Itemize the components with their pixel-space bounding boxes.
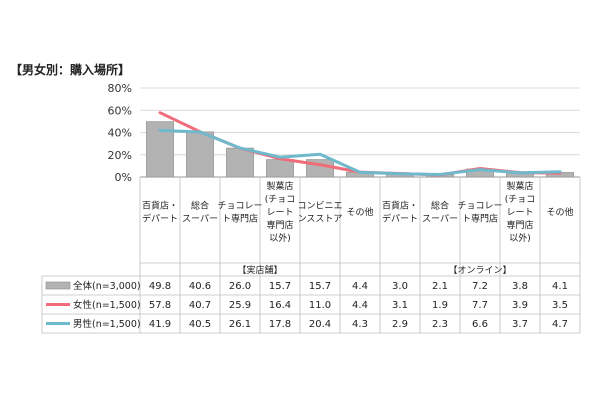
category-label: 総合 <box>431 200 449 212</box>
data-value: 7.2 <box>472 281 488 292</box>
category-label: その他 <box>346 206 373 218</box>
category-label: 製菓店 <box>506 180 533 192</box>
data-value: 26.0 <box>229 281 251 292</box>
data-value: 3.9 <box>512 300 528 311</box>
legend-swatch <box>45 281 71 290</box>
data-value: 40.6 <box>189 281 211 292</box>
legend-label: 全体(n=3,000) <box>73 280 141 292</box>
data-value: 4.1 <box>552 281 568 292</box>
y-tick-label: 40% <box>108 127 132 140</box>
category-label: (チョコ <box>265 194 296 205</box>
data-table: 百貨店・デパート総合スーパーチョコレート専門店製菓店(チョコレート専門店以外)コ… <box>41 177 581 334</box>
bar-layer <box>146 121 574 178</box>
data-value: 26.1 <box>229 319 251 330</box>
y-tick-label: 80% <box>108 82 132 95</box>
data-value: 25.9 <box>229 300 251 311</box>
category-label: 総合 <box>191 200 209 212</box>
data-value: 3.8 <box>512 281 528 292</box>
line-layer <box>158 111 562 177</box>
bar <box>226 147 254 178</box>
data-value: 15.7 <box>309 281 331 292</box>
category-label: 以外) <box>509 232 531 244</box>
data-value: 7.7 <box>472 300 488 311</box>
data-value: 49.8 <box>149 281 171 292</box>
data-value: 57.8 <box>149 300 171 311</box>
series-line <box>158 111 562 177</box>
data-value: 3.7 <box>512 319 528 330</box>
category-label: チョコレー <box>217 201 262 212</box>
bar <box>266 159 294 178</box>
category-label: 専門店 <box>506 219 533 231</box>
data-value: 3.1 <box>392 300 408 311</box>
category-label: デパート <box>382 213 418 225</box>
data-value: 2.1 <box>432 281 448 292</box>
bar <box>186 131 214 178</box>
data-value: 3.0 <box>392 281 408 292</box>
category-label: ト専門店 <box>222 213 258 225</box>
group-label: 【実店舗】 <box>237 264 282 276</box>
category-label: ト専門店 <box>462 213 498 225</box>
category-label: (チョコ <box>505 194 536 205</box>
data-value: 6.6 <box>472 319 488 330</box>
y-tick-label: 60% <box>108 104 132 117</box>
data-value: 16.4 <box>269 300 291 311</box>
category-label: その他 <box>546 206 573 218</box>
category-label: ンスストア <box>298 215 343 225</box>
category-label: 製菓店 <box>266 180 293 192</box>
data-value: 4.7 <box>552 319 568 330</box>
chart-title: 【男女別：購入場所】 <box>10 63 131 77</box>
category-label: コンビニエ <box>297 201 342 212</box>
data-value: 2.9 <box>392 319 408 330</box>
data-value: 20.4 <box>309 319 331 330</box>
data-value: 15.7 <box>269 281 291 292</box>
category-label: 以外) <box>269 232 291 244</box>
axis-layer: 0% 20% 40% 60% 80% <box>108 82 132 184</box>
category-label: チョコレー <box>457 201 502 212</box>
category-label: スーパー <box>182 214 218 225</box>
data-value: 4.4 <box>352 300 368 311</box>
data-value: 40.5 <box>189 319 211 330</box>
category-label: 百貨店・ <box>382 200 418 212</box>
data-value: 41.9 <box>149 319 171 330</box>
legend-label: 女性(n=1,500) <box>73 299 141 311</box>
category-label: 専門店 <box>266 219 293 231</box>
data-value: 3.5 <box>552 300 568 311</box>
category-label: 百貨店・ <box>142 200 178 212</box>
data-value: 4.4 <box>352 281 368 292</box>
group-label: 【オンライン】 <box>448 265 511 276</box>
category-label: レート <box>506 208 533 218</box>
data-value: 40.7 <box>189 300 211 311</box>
series-line <box>158 128 562 176</box>
data-value: 2.3 <box>432 319 448 330</box>
y-tick-label: 0% <box>115 171 132 184</box>
category-label: デパート <box>142 213 178 225</box>
data-value: 1.9 <box>432 300 448 311</box>
y-tick-label: 20% <box>108 149 132 162</box>
data-value: 4.3 <box>352 319 368 330</box>
category-label: スーパー <box>422 214 458 225</box>
legend-label: 男性(n=1,500) <box>73 318 141 330</box>
data-value: 17.8 <box>269 319 291 330</box>
data-value: 11.0 <box>309 300 331 311</box>
category-label: レート <box>266 208 293 218</box>
